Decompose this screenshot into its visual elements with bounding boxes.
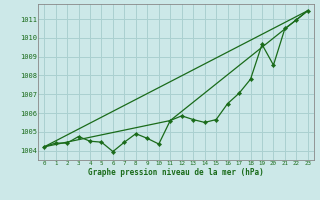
X-axis label: Graphe pression niveau de la mer (hPa): Graphe pression niveau de la mer (hPa)	[88, 168, 264, 177]
